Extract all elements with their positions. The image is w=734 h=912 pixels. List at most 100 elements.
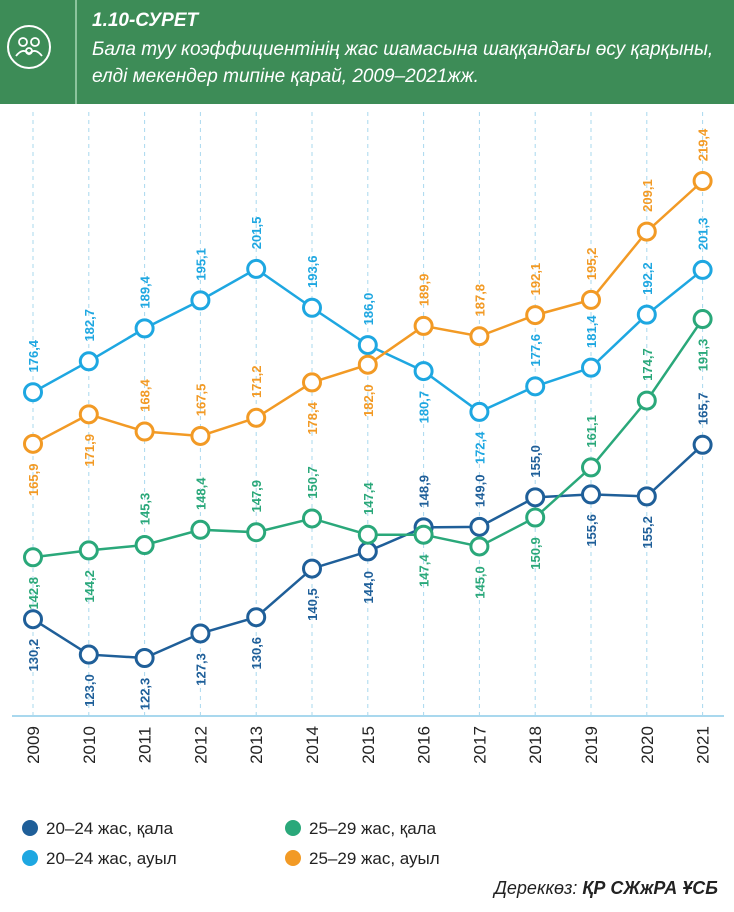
separator	[75, 0, 77, 104]
value-label: 177,6	[528, 334, 543, 367]
data-point	[525, 507, 546, 528]
legend-label: 25–29 жас, ауыл	[309, 849, 440, 868]
value-label: 186,0	[361, 293, 376, 326]
data-point	[413, 361, 434, 382]
value-label: 122,3	[138, 678, 153, 711]
value-label: 219,4	[696, 128, 711, 161]
data-point	[636, 304, 657, 325]
value-label: 209,1	[640, 179, 655, 212]
data-point	[525, 376, 546, 397]
value-label: 201,5	[249, 217, 264, 250]
data-point	[469, 401, 490, 422]
value-label: 140,5	[305, 588, 320, 621]
data-point	[302, 372, 322, 393]
legend-label: 25–29 жас, қала	[309, 819, 437, 838]
data-point	[692, 434, 713, 455]
value-label: 142,8	[26, 577, 41, 610]
x-tick-label: 2018	[526, 726, 545, 764]
legend-marker	[22, 850, 38, 866]
x-tick-label: 2009	[24, 726, 43, 764]
data-point	[581, 289, 601, 310]
data-point	[134, 535, 155, 556]
data-point	[413, 524, 434, 545]
legend-label: 20–24 жас, ауыл	[46, 849, 177, 868]
data-point	[469, 326, 490, 347]
data-point	[78, 404, 99, 425]
data-point	[246, 258, 267, 279]
data-point	[246, 607, 267, 628]
data-point	[413, 315, 434, 336]
data-point	[469, 516, 490, 537]
x-tick-label: 2017	[470, 726, 489, 764]
value-label: 161,1	[584, 415, 599, 448]
data-point	[23, 433, 43, 454]
value-label: 165,7	[696, 393, 711, 426]
value-label: 123,0	[82, 674, 97, 707]
data-point	[692, 259, 713, 280]
value-label: 145,3	[138, 493, 153, 526]
legend-label: 20–24 жас, қала	[46, 819, 174, 838]
x-tick-label: 2016	[415, 726, 434, 764]
data-point	[246, 407, 267, 428]
value-label: 189,4	[138, 275, 153, 308]
value-label: 193,6	[305, 255, 320, 288]
value-label: 150,7	[305, 466, 320, 499]
data-point	[302, 297, 322, 318]
x-tick-label: 2012	[191, 726, 210, 764]
value-label: 201,3	[696, 218, 711, 251]
value-label: 165,9	[26, 464, 41, 497]
data-point	[357, 541, 378, 562]
value-label: 192,1	[528, 263, 543, 296]
legend-marker	[22, 820, 38, 836]
value-label: 150,9	[528, 537, 543, 570]
chart-subtitle: Бала туу коэффициентінің жас шамасына ша…	[92, 39, 714, 87]
data-point	[357, 524, 378, 545]
value-label: 167,5	[193, 384, 208, 417]
value-label: 174,7	[640, 348, 655, 381]
value-label: 148,9	[417, 475, 432, 508]
data-point	[78, 644, 99, 665]
value-label: 181,4	[584, 315, 599, 348]
data-point	[636, 390, 657, 411]
data-point	[190, 290, 211, 311]
x-tick-label: 2021	[694, 726, 713, 764]
x-tick-label: 2015	[359, 726, 378, 764]
value-label: 195,2	[584, 248, 599, 281]
data-point	[581, 484, 601, 505]
data-point	[190, 425, 211, 446]
value-label: 144,0	[361, 571, 376, 604]
data-point	[134, 421, 155, 442]
data-point	[78, 540, 99, 561]
legend-marker	[285, 820, 301, 836]
value-label: 145,0	[472, 566, 487, 599]
x-tick-label: 2013	[247, 726, 266, 764]
value-label: 155,6	[584, 514, 599, 547]
data-point	[525, 487, 546, 508]
data-point	[692, 309, 713, 330]
data-point	[692, 171, 713, 191]
data-point	[190, 623, 211, 644]
value-label: 144,2	[82, 570, 97, 603]
value-label: 192,2	[640, 262, 655, 295]
data-point	[525, 305, 546, 326]
value-label: 147,4	[417, 554, 432, 587]
value-label: 189,9	[417, 274, 432, 307]
data-point	[134, 318, 155, 339]
value-label: 168,4	[138, 379, 153, 412]
legend-marker	[285, 850, 301, 866]
value-label: 182,0	[361, 384, 376, 417]
value-label: 171,2	[249, 366, 264, 399]
value-label: 147,9	[249, 480, 264, 513]
data-point	[302, 508, 322, 529]
value-label: 130,2	[26, 639, 41, 672]
data-point	[469, 536, 490, 557]
data-point	[23, 382, 43, 403]
value-label: 149,0	[472, 475, 487, 508]
value-label: 178,4	[305, 401, 320, 434]
value-label: 155,0	[528, 445, 543, 478]
data-point	[134, 648, 155, 668]
header: 1.10-СУРЕТ Бала туу коэффициентінің жас …	[0, 0, 734, 104]
value-label: 187,8	[472, 284, 487, 317]
